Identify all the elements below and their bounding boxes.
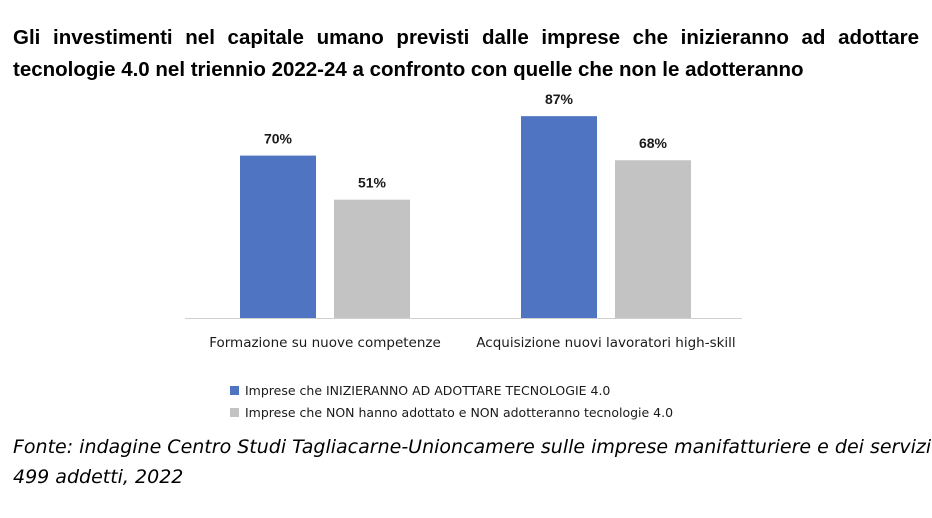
bar-series-1-1 <box>240 155 316 318</box>
bar-series-1-2 <box>521 116 597 318</box>
legend-swatch-series-2 <box>230 408 239 417</box>
data-label-series-1-1: 70% <box>264 131 293 147</box>
source-note-line-2: 499 addetti, 2022 <box>13 466 184 488</box>
data-label-series-2-2: 68% <box>639 135 668 151</box>
data-label-series-1-2: 87% <box>545 91 574 107</box>
source-note: Fonte: indagine Centro Studi Tagliacarne… <box>13 432 932 492</box>
legend-swatch-series-1 <box>230 386 239 395</box>
category-label-1: Formazione su nuove competenze <box>209 335 441 351</box>
source-note-line-1: Fonte: indagine Centro Studi Tagliacarne… <box>13 436 932 458</box>
chart-title-line-1: Gli investimenti nel capitale umano prev… <box>13 26 919 49</box>
data-label-series-2-1: 51% <box>358 175 387 191</box>
legend-label-series-2: Imprese che NON hanno adottato e NON ado… <box>245 405 673 420</box>
legend-label-series-1: Imprese che INIZIERANNO AD ADOTTARE TECN… <box>245 383 610 398</box>
chart-title-line-2: tecnologie 4.0 nel triennio 2022-24 a co… <box>13 58 804 81</box>
bar-series-2-2 <box>615 160 691 318</box>
bar-chart: 70% 87% 51% 68% Formazione su nuove competen… <box>185 91 742 420</box>
bar-series-2-1 <box>334 199 410 318</box>
chart-title: Gli investimenti nel capitale umano prev… <box>13 22 919 86</box>
category-label-2: Acquisizione nuovi lavoratori high-skill <box>476 335 735 351</box>
